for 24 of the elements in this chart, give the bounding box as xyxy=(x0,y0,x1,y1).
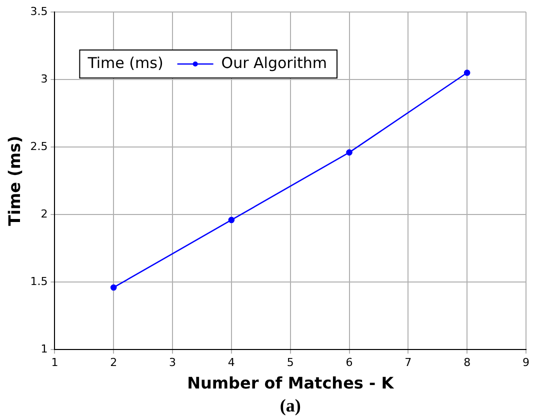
point xyxy=(110,284,117,291)
x-tick-label: 4 xyxy=(228,356,235,370)
y-tick-label: 1.5 xyxy=(30,274,48,288)
x-tick-label: 2 xyxy=(110,356,118,370)
x-tick-label: 1 xyxy=(51,356,58,370)
x-tick-label: 7 xyxy=(404,356,412,370)
point xyxy=(346,149,352,156)
y-tick-label: 3 xyxy=(40,72,48,86)
x-tick-label: 6 xyxy=(346,356,353,370)
x-tick-label: 9 xyxy=(522,356,530,370)
x-tick-label: 5 xyxy=(286,356,294,370)
y-tick-label: 1 xyxy=(40,342,48,356)
x-axis-title: Number of Matches - K xyxy=(187,374,394,393)
point xyxy=(228,216,235,224)
point xyxy=(464,70,470,76)
y-tick-label: 2.5 xyxy=(30,140,48,153)
x-tick-label: 8 xyxy=(464,356,471,370)
text: (a) xyxy=(280,396,301,416)
y-tick-label: 3.5 xyxy=(30,4,48,18)
x-tick-label: 3 xyxy=(169,356,176,370)
y-tick-label: 2 xyxy=(40,207,48,220)
legend-title: Time (ms) xyxy=(86,54,164,72)
y-axis-title: Time (ms) xyxy=(4,136,24,226)
legend-label: Our Algorithm xyxy=(221,54,328,72)
